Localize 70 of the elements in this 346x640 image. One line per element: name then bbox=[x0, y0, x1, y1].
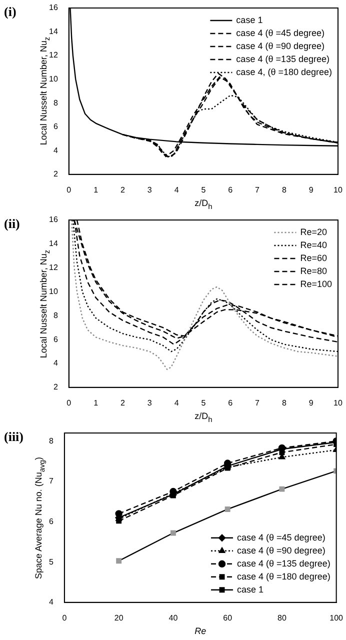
x-tick-label: 10 bbox=[334, 185, 343, 194]
x-tick-label: 4 bbox=[174, 185, 180, 194]
legend-label: case 4 (θ =135 degree) bbox=[237, 558, 330, 568]
x-tick-label: 3 bbox=[147, 185, 152, 194]
y-tick-label: 6 bbox=[53, 334, 58, 344]
y-tick-label: 5 bbox=[48, 557, 54, 566]
chart-title: (ii) bbox=[4, 216, 20, 232]
y-tick-label: 2 bbox=[53, 382, 58, 392]
y-tick-label: 2 bbox=[53, 170, 58, 179]
x-tick-label: 8 bbox=[282, 398, 287, 408]
y-tick-label: 4 bbox=[53, 358, 58, 368]
legend-label: case 4, (θ =180 degree) bbox=[236, 66, 332, 77]
x-tick-label: 5 bbox=[201, 185, 206, 194]
y-tick-label: 16 bbox=[48, 215, 58, 224]
x-tick-label: 20 bbox=[114, 613, 124, 622]
x-tick-label: 40 bbox=[168, 613, 178, 622]
x-tick-label: 4 bbox=[174, 398, 180, 408]
legend-label: case 4 (θ =90 degree) bbox=[237, 545, 326, 556]
legend-label: Re=20 bbox=[300, 226, 328, 237]
y-tick-label: 8 bbox=[53, 310, 58, 320]
legend-label: Re=40 bbox=[300, 240, 328, 250]
x-tick-label: 0 bbox=[66, 398, 72, 408]
x-tick-label: 6 bbox=[228, 185, 234, 194]
legend-label: Re=60 bbox=[300, 252, 328, 263]
legend-label: case 4 (θ =135 degree) bbox=[236, 54, 330, 64]
x-tick-label: 2 bbox=[120, 398, 126, 408]
y-tick-label: 10 bbox=[48, 74, 58, 84]
x-tick-label: 1 bbox=[94, 185, 99, 194]
y-tick-label: 10 bbox=[48, 286, 58, 296]
x-tick-label: 7 bbox=[255, 398, 260, 408]
x-tick-label: 9 bbox=[308, 398, 314, 408]
y-tick-label: 4 bbox=[48, 598, 54, 607]
x-tick-label: 7 bbox=[255, 185, 260, 194]
y-tick-label: 12 bbox=[48, 50, 58, 60]
x-tick-label: 3 bbox=[147, 398, 152, 408]
x-axis-title: z/D$_{h}$ bbox=[194, 411, 212, 424]
legend-label: case 4 (θ =90 degree) bbox=[236, 40, 324, 51]
x-tick-label: 8 bbox=[282, 185, 287, 194]
x-tick-label: 100 bbox=[330, 613, 344, 622]
y-tick-label: 14 bbox=[48, 26, 58, 36]
y-tick-label: 6 bbox=[48, 516, 54, 526]
x-tick-label: 9 bbox=[308, 185, 314, 194]
legend-label: case 4 (θ =45 degree) bbox=[237, 532, 326, 542]
legend-label: Re=100 bbox=[300, 278, 332, 289]
x-tick-label: 0 bbox=[66, 185, 72, 194]
y-tick-label: 14 bbox=[48, 239, 58, 248]
x-tick-label: 60 bbox=[223, 613, 233, 622]
legend-label: case 4 (θ =180 degree) bbox=[237, 571, 330, 582]
y-tick-label: 8 bbox=[53, 98, 58, 108]
y-tick-label: 4 bbox=[53, 146, 58, 155]
y-tick-label: 12 bbox=[48, 263, 58, 272]
x-tick-label: 5 bbox=[201, 398, 206, 408]
legend-label: Re=80 bbox=[300, 266, 328, 276]
legend-label: case 4 (θ =45 degree) bbox=[236, 28, 324, 38]
y-tick-label: 8 bbox=[48, 436, 54, 446]
y-tick-label: 7 bbox=[48, 476, 54, 486]
x-tick-label: 0 bbox=[62, 613, 68, 622]
legend-label: case 1 bbox=[236, 14, 263, 25]
x-axis-title: Re bbox=[194, 626, 206, 636]
chart-title: (i) bbox=[4, 4, 16, 20]
y-tick-label: 6 bbox=[53, 122, 58, 132]
y-tick-label: 16 bbox=[48, 3, 58, 12]
chart-title: (iii) bbox=[4, 429, 24, 445]
x-tick-label: 6 bbox=[228, 398, 234, 408]
x-tick-label: 10 bbox=[334, 398, 343, 408]
x-axis-title: z/D$_{h}$ bbox=[194, 198, 212, 211]
x-tick-label: 80 bbox=[278, 613, 287, 622]
legend-label: case 1 bbox=[237, 584, 264, 594]
x-tick-label: 2 bbox=[120, 185, 126, 194]
x-tick-label: 1 bbox=[94, 398, 99, 408]
